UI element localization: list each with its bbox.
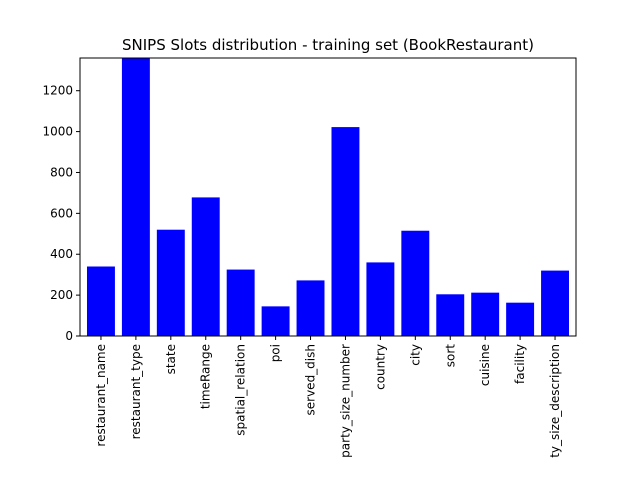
y-tick-label: 1000 (42, 125, 73, 139)
bar-party-size-number (331, 127, 360, 336)
y-tick-label: 0 (65, 329, 73, 343)
bar-restaurant-type (121, 58, 150, 336)
bar-served-dish (296, 280, 325, 336)
plot-frame (79, 57, 577, 337)
chart-title: SNIPS Slots distribution - training set … (122, 36, 534, 54)
x-tick-label: restaurant_name (94, 344, 108, 447)
bar-ty-size-description (541, 270, 570, 336)
bar-country (366, 262, 395, 336)
x-tick-label: poi (269, 344, 283, 362)
bar-cuisine (471, 292, 500, 336)
x-tick-label: country (373, 344, 387, 390)
x-tick-label: timeRange (199, 344, 213, 409)
x-axis: restaurant_name restaurant_type state timeR… (94, 336, 562, 458)
bar-timeRange (191, 197, 220, 336)
y-tick-label: 200 (50, 288, 73, 302)
y-tick-label: 600 (50, 206, 73, 220)
x-tick-label: spatial_relation (234, 344, 248, 436)
x-tick-label: restaurant_type (129, 344, 143, 439)
x-tick-label: city (408, 344, 422, 366)
bar-city (401, 230, 430, 336)
x-tick-label: state (164, 344, 178, 374)
y-tick-label: 800 (50, 165, 73, 179)
bar-facility (506, 302, 535, 336)
bar-poi (261, 306, 290, 336)
x-tick-label: ty_size_description (548, 344, 562, 458)
x-tick-label: facility (513, 344, 527, 384)
bar-sort (436, 294, 465, 336)
y-tick-label: 400 (50, 247, 73, 261)
bar-restaurant-name (86, 266, 115, 336)
x-tick-label: sort (443, 344, 457, 368)
bars-group (86, 58, 570, 336)
y-tick-label: 1200 (42, 84, 73, 98)
x-tick-label: served_dish (304, 344, 318, 415)
y-axis: 0 200 400 600 800 1000 1200 (42, 84, 80, 343)
x-tick-label: party_size_number (338, 344, 352, 458)
bar-state (156, 229, 185, 336)
bar-spatial-relation (226, 269, 255, 336)
x-tick-label: cuisine (478, 344, 492, 386)
